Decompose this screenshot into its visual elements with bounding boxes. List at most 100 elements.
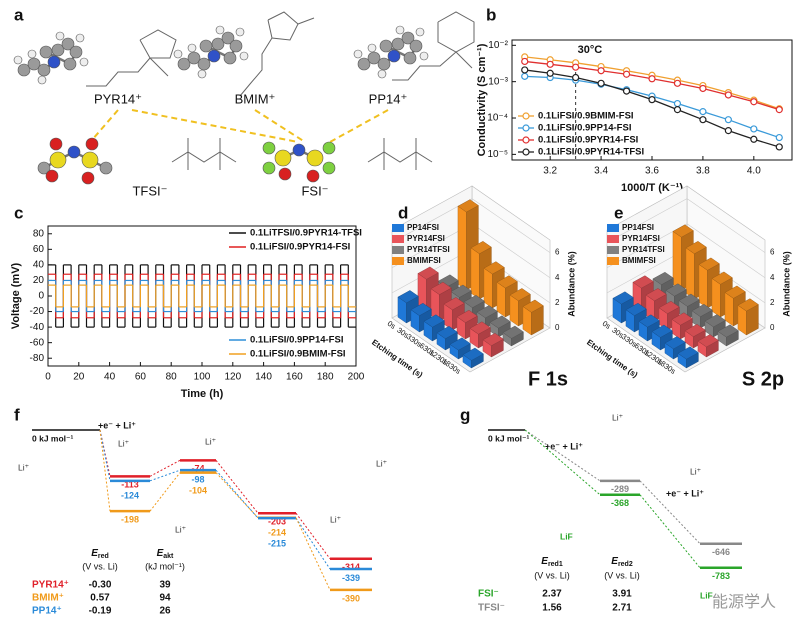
connector (524, 429, 601, 496)
y-tick-label: 10⁻⁵ (487, 149, 508, 160)
connector (295, 512, 331, 560)
bar-top (397, 290, 419, 304)
level-label: -104 (189, 486, 207, 496)
table-header: Ered (91, 548, 109, 560)
level-label: -646 (712, 547, 730, 557)
z-tick-label: 6 (770, 248, 775, 257)
data-point (699, 108, 707, 116)
level-label: -198 (121, 515, 139, 525)
table-cell: -0.19 (89, 606, 112, 617)
z-axis-label: Abundance (%) (781, 251, 791, 317)
bar-top (638, 314, 660, 328)
atom (69, 45, 83, 59)
atom (39, 45, 53, 59)
connector (99, 429, 111, 512)
header-subscript: akt (163, 553, 174, 560)
bar-top (482, 333, 504, 346)
panel-label: a (14, 5, 24, 24)
data-point (572, 63, 580, 71)
data-point (597, 79, 605, 87)
atom (223, 51, 237, 65)
atom (292, 143, 306, 157)
reference-label: 0 kJ mol⁻¹ (32, 433, 74, 443)
bar-top (645, 288, 667, 302)
structure-label: Li⁺ (175, 524, 186, 534)
legend-swatch (392, 235, 404, 243)
header-subscript: red1 (548, 561, 563, 568)
bar-top (430, 281, 452, 295)
y-axis-label: Conductivity (S cm⁻¹) (476, 43, 488, 156)
bar-top (457, 199, 479, 213)
level-label: -113 (121, 480, 139, 490)
x-tick-label: 100 (194, 372, 211, 383)
x-tick-label: 140 (255, 372, 272, 383)
table-unit: (V vs. Li) (534, 570, 570, 580)
bar-top (711, 271, 733, 285)
bar-top (671, 312, 693, 326)
bar-top (698, 257, 720, 271)
atom (187, 43, 197, 53)
data-point (750, 98, 758, 106)
x-tick-label: 160 (286, 372, 303, 383)
atom (367, 51, 381, 65)
data-point (521, 72, 529, 80)
structure-label: Li⁺ (18, 462, 29, 472)
atom (197, 69, 207, 79)
category-label: 0s (601, 319, 613, 331)
x-tick-label: 3.4 (594, 166, 608, 177)
z-tick-label: 6 (555, 248, 560, 257)
data-point (521, 57, 529, 66)
connector (524, 429, 601, 482)
atom (81, 151, 99, 169)
atom (211, 37, 225, 51)
skeletal-bond (139, 29, 177, 59)
data-point (673, 79, 682, 87)
atom (387, 49, 401, 63)
atom (415, 27, 425, 37)
bar-top (489, 315, 511, 329)
bar-top (717, 324, 739, 338)
legend-swatch (392, 224, 404, 232)
structure-label: Li⁺ (376, 458, 387, 468)
atom (403, 51, 417, 65)
structure-label: Li⁺ (118, 438, 129, 448)
x-tick-label: 3.6 (645, 166, 659, 177)
data-point (622, 70, 631, 78)
atom (379, 39, 393, 53)
data-point (775, 106, 783, 114)
skeletal-bond (267, 11, 299, 41)
connector (99, 429, 111, 481)
atom (37, 161, 51, 175)
level-label: -368 (611, 498, 629, 508)
y-tick-label: -60 (30, 337, 45, 348)
table-cell: 39 (159, 580, 171, 591)
y-tick-label: 60 (33, 244, 45, 255)
connector (149, 472, 181, 512)
connector (149, 469, 181, 482)
atom (377, 57, 391, 71)
y-tick-label: 80 (33, 228, 45, 239)
atom (262, 141, 276, 155)
atom (215, 25, 225, 35)
table-cell: 2.37 (542, 589, 562, 600)
link (131, 109, 299, 143)
legend-label: PYR14FSI (622, 234, 660, 243)
table-cell: 1.56 (542, 603, 562, 614)
legend-label: PYR14TFSI (622, 245, 665, 254)
atom (37, 75, 47, 85)
atom (221, 31, 235, 45)
y-tick-label: 10⁻² (488, 40, 508, 51)
level-label: -314 (342, 562, 360, 572)
skeletal-bond (149, 57, 169, 77)
bar-top (678, 293, 700, 307)
step-label: +e⁻ + Li⁺ (666, 488, 704, 498)
bar-face (711, 278, 721, 318)
level-label: -339 (342, 573, 360, 583)
data-point (724, 116, 732, 124)
atom (51, 43, 65, 57)
atom (278, 167, 292, 181)
atom (49, 151, 67, 169)
atom (377, 69, 387, 79)
anion-label: TFSI⁻ (132, 183, 167, 198)
